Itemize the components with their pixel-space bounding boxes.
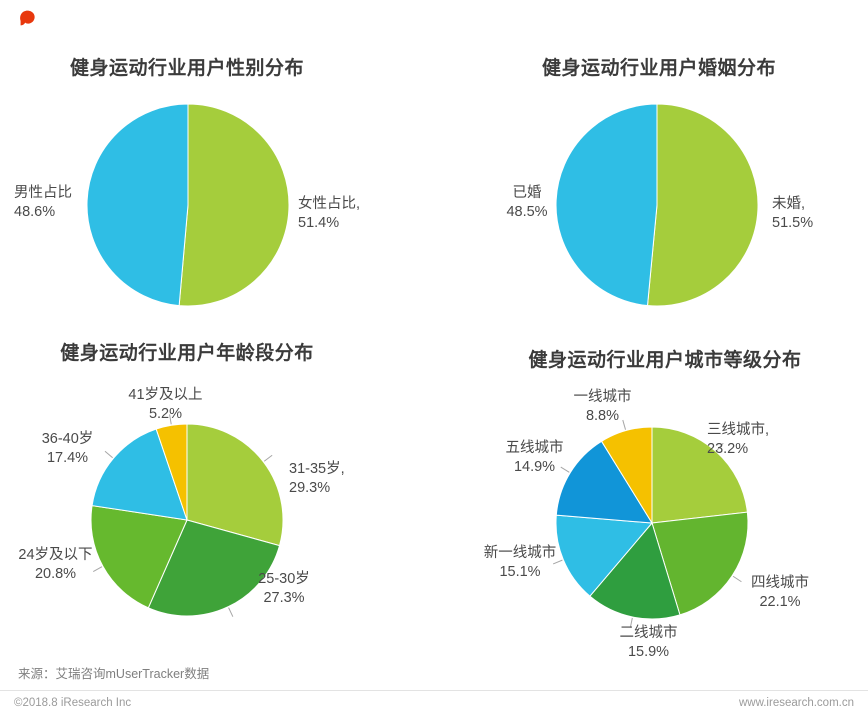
- label-line: 8.8%: [585, 408, 620, 424]
- label-line: 25-30岁: [258, 571, 310, 587]
- label-line: 24岁及以下: [18, 547, 93, 563]
- label-line: 41岁及以上: [128, 387, 203, 403]
- label-line: 14.9%: [513, 459, 556, 475]
- label-line: 22.1%: [759, 594, 801, 610]
- label-line: 51.5%: [772, 215, 814, 231]
- label-line: 三线城市,: [707, 422, 770, 438]
- label-line: 一线城市: [573, 389, 632, 405]
- pie-label-unmarried: 未婚, 51.5%: [772, 195, 852, 233]
- pie-label-age-31-35: 31-35岁, 29.3%: [289, 460, 379, 498]
- source-note: 来源：艾瑞咨询mUserTracker数据: [18, 667, 210, 681]
- pie-label-age-36-40: 36-40岁 17.4%: [25, 430, 110, 468]
- website-url: www.iresearch.com.cn: [738, 697, 854, 709]
- label-line: 已婚: [512, 185, 542, 201]
- pie-label-male: 男性占比 48.6%: [14, 184, 104, 222]
- label-line: 36-40岁: [41, 431, 94, 447]
- pie-chart-city-tier: [552, 419, 749, 628]
- pie-label-tier4: 四线城市 22.1%: [737, 574, 823, 612]
- label-line: 17.4%: [46, 450, 89, 466]
- pie-label-tier1: 一线城市 8.8%: [560, 388, 645, 426]
- pie-chart-marriage: [555, 103, 759, 307]
- pie-label-tier5: 五线城市 14.9%: [492, 439, 577, 477]
- pie-chart-gender: [86, 103, 290, 307]
- label-line: 51.4%: [298, 215, 340, 231]
- label-line: 48.6%: [14, 204, 56, 220]
- iresearch-logo-icon: [20, 10, 35, 26]
- chart-title-city-tier: 健身运动行业用户城市等级分布: [528, 350, 802, 371]
- label-line: 20.8%: [34, 566, 77, 582]
- label-line: 31-35岁,: [289, 461, 345, 477]
- label-line: 女性占比,: [298, 196, 361, 212]
- pie-label-age-41plus: 41岁及以上 5.2%: [118, 386, 213, 424]
- label-line: 未婚,: [772, 196, 806, 212]
- pie-label-age-24-under: 24岁及以下 20.8%: [8, 546, 103, 584]
- label-line: 男性占比: [14, 185, 72, 201]
- label-line: 23.2%: [707, 441, 749, 457]
- footer-divider: [0, 690, 868, 691]
- label-line: 15.9%: [627, 644, 670, 660]
- pie-label-new-tier1: 新一线城市 15.1%: [474, 544, 566, 582]
- label-line: 29.3%: [289, 480, 331, 496]
- chart-title-age: 健身运动行业用户年龄段分布: [60, 343, 314, 364]
- pie-label-married: 已婚 48.5%: [489, 184, 565, 222]
- label-line: 二线城市: [619, 625, 678, 641]
- label-line: 五线城市: [505, 440, 564, 456]
- chart-title-gender: 健身运动行业用户性别分布: [69, 58, 304, 79]
- label-line: 新一线城市: [483, 545, 557, 561]
- label-line: 5.2%: [148, 406, 183, 422]
- pie-chart-age: [90, 414, 284, 617]
- pie-label-tier3: 三线城市, 23.2%: [707, 421, 797, 459]
- label-line: 四线城市: [751, 575, 809, 591]
- pie-label-female: 女性占比, 51.4%: [298, 195, 388, 233]
- label-line: 15.1%: [499, 564, 541, 580]
- copyright-text: ©2018.8 iResearch Inc: [14, 697, 132, 709]
- pie-label-tier2: 二线城市 15.9%: [606, 624, 691, 662]
- pie-label-age-25-30: 25-30岁 27.3%: [240, 570, 328, 608]
- label-line: 48.5%: [506, 204, 548, 220]
- label-line: 27.3%: [263, 590, 305, 606]
- chart-title-marriage: 健身运动行业用户婚姻分布: [541, 58, 776, 79]
